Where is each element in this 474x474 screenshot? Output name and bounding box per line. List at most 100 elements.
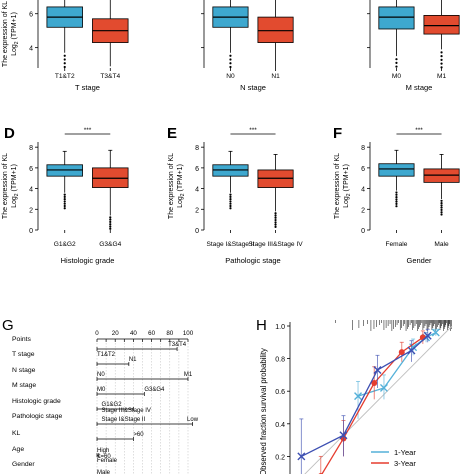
outlier-point	[440, 55, 443, 58]
x-axis-label: N stage	[240, 83, 266, 92]
nomogram-row-label: Age	[12, 446, 24, 453]
calib-point	[379, 383, 388, 392]
calib-point	[373, 366, 382, 375]
panel-letter-h: H	[256, 317, 267, 334]
y-tick-label: 6	[361, 166, 365, 173]
outlier-point	[274, 212, 277, 215]
calib-point	[431, 328, 440, 337]
outlier-point	[440, 208, 443, 212]
outlier-point	[440, 51, 443, 54]
box-high	[423, 15, 460, 35]
x-tick-label: M1	[437, 73, 446, 80]
nomogram-level-label: G3&G4	[144, 387, 165, 393]
nomogram-row-label: T stage	[12, 351, 35, 358]
outlier-point	[63, 195, 66, 198]
nomogram-level-label: Low	[187, 417, 199, 423]
significance-label: ***	[249, 127, 257, 134]
calib-y-tick-label: 1.0	[275, 324, 285, 331]
nomogram-level-label: Male	[97, 470, 111, 474]
box-high	[257, 16, 294, 43]
panel-letter-d: D	[4, 125, 15, 142]
calib-y-tick-label: 0.6	[275, 389, 285, 396]
outlier-point	[109, 218, 112, 221]
outlier-point	[395, 58, 398, 61]
outlier-point	[440, 201, 443, 205]
y-tick-label: 2	[361, 207, 365, 214]
outlier-point	[229, 54, 232, 57]
y-axis-label-line2: Log2 (TPM+1)	[11, 164, 20, 208]
nomogram-level-label: T1&T2	[97, 352, 116, 358]
x-tick-label: Male	[434, 241, 449, 248]
outlier-point	[109, 225, 112, 228]
y-tick-label: 8	[29, 145, 33, 152]
x-axis-label: Histologic grade	[61, 256, 115, 265]
nomogram-level-label: M0	[97, 387, 106, 393]
nomogram-row-label: N stage	[12, 367, 36, 374]
calib-y-tick-label: 0.2	[275, 454, 285, 461]
outlier-point	[395, 202, 398, 206]
points-axis-label: 0	[95, 330, 99, 337]
y-tick-label: 2	[29, 207, 33, 214]
boxplot-2: N0 N1 N stage	[201, 0, 294, 92]
outlier-point	[109, 223, 112, 226]
y-tick-label: 0	[195, 228, 199, 235]
x-tick-label: M0	[392, 73, 401, 80]
boxplot-4: 0 2 4 6 8 G1&G2 G3&G4 Histologic grade The expre…	[2, 127, 129, 265]
y-axis-label-line2: Log2 (TPM+1)	[11, 12, 20, 56]
x-tick-label: T1&T2	[55, 73, 75, 80]
y-tick-label: 4	[361, 187, 365, 194]
nomogram-row-label: KL	[12, 430, 21, 437]
outlier-point	[109, 220, 112, 224]
x-tick-label: N0	[226, 73, 235, 80]
nomogram-level-label: T3&T4	[168, 342, 187, 348]
nomogram-level-label: Stage III&Stage IV	[102, 408, 151, 414]
calib-point	[371, 380, 378, 387]
x-tick-label: N1	[271, 73, 280, 80]
nomogram-row-label: M stage	[12, 382, 36, 389]
nomogram-row-label: Points	[12, 336, 31, 343]
outlier-point	[229, 204, 232, 208]
outlier-point	[274, 221, 277, 224]
outlier-point	[229, 198, 232, 201]
boxplot-6: 0 2 4 6 8 Female Male Gender The expression of K…	[334, 127, 460, 265]
outlier-point	[440, 213, 443, 216]
significance-label: ***	[415, 127, 423, 134]
calib-point	[398, 349, 405, 356]
nomogram-level-label: Stage I&Stage II	[102, 417, 146, 423]
x-axis-label: Pathologic stage	[225, 256, 280, 265]
outlier-point	[440, 206, 443, 209]
outlier-point	[63, 54, 66, 57]
y-axis-label: The expression of KL	[334, 153, 341, 219]
legend-label: 1-Year	[394, 448, 416, 457]
outlier-point	[109, 216, 112, 219]
outlier-point	[395, 193, 398, 196]
y-tick-label: 4	[29, 46, 33, 53]
panel-letter-g: G	[2, 317, 14, 334]
outlier-point	[440, 211, 443, 214]
calib-y-axis-label: Observed fraction survival probability	[259, 348, 268, 474]
y-axis-label: The expression of KL	[2, 1, 9, 67]
panel-letter-f: F	[333, 125, 342, 142]
nomogram-row-label: Histologic grade	[12, 398, 61, 405]
points-axis-label: 40	[130, 330, 137, 337]
x-tick-label: Female	[385, 241, 407, 248]
nomogram-level-label: >60	[133, 432, 144, 438]
outlier-point	[63, 65, 66, 69]
outlier-point	[395, 205, 398, 208]
outlier-point	[440, 62, 443, 65]
outlier-point	[63, 202, 66, 205]
calib-point	[354, 392, 363, 401]
x-tick-label: G3&G4	[99, 241, 121, 248]
x-tick-label: G1&G2	[54, 241, 76, 248]
outlier-point	[63, 58, 66, 61]
nomogram-level-label: G1&G2	[102, 402, 123, 408]
y-axis-label-line2: Log2 (TPM+1)	[343, 164, 352, 208]
y-tick-label: 8	[361, 145, 365, 152]
box-low	[378, 163, 415, 177]
calib-y-tick-label: 0.8	[275, 357, 285, 364]
x-tick-label: Stage I&Stage II	[206, 241, 254, 248]
